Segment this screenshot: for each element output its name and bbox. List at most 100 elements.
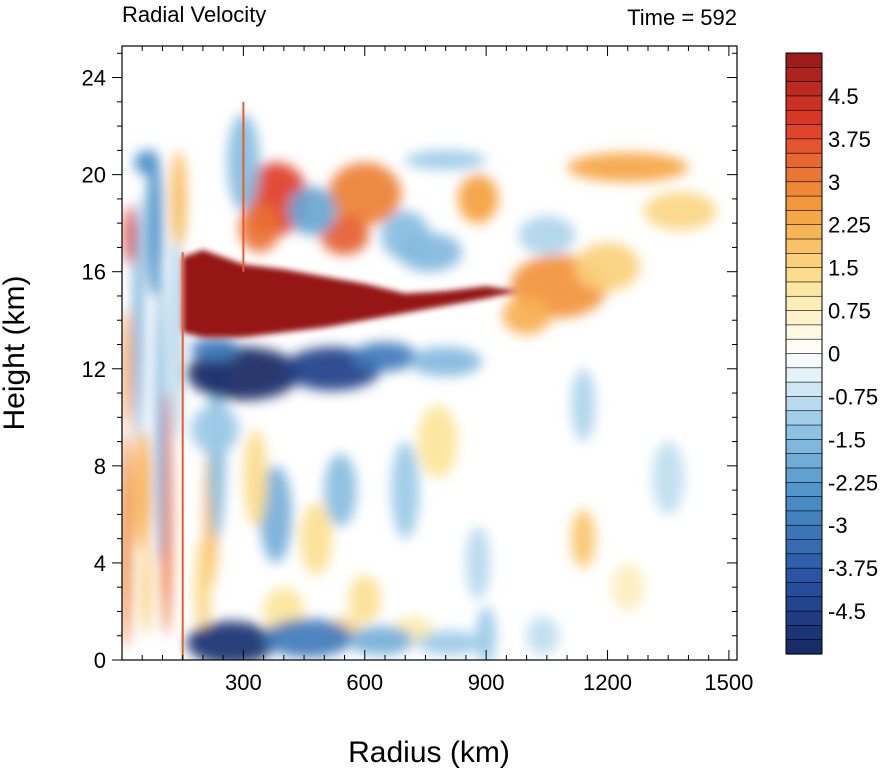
colorbar-label: -2.25: [828, 470, 878, 495]
colorbar-box: [785, 52, 823, 68]
field-blob: [141, 538, 152, 636]
x-tick-label: 600: [346, 670, 383, 695]
x-axis-ticks: 300 600 900 1200 1500: [141, 46, 753, 695]
colorbar-box: [785, 253, 823, 269]
field-blob: [170, 150, 187, 248]
y-tick-label: 12: [82, 357, 106, 382]
field-blob: [186, 621, 276, 660]
field-blob: [263, 618, 353, 658]
plot-area: 300 600 900 1200 1500 0 4 8 12 16 20 24: [82, 45, 753, 695]
field-blob: [391, 441, 420, 539]
field-blob: [380, 211, 430, 260]
field-blob: [611, 562, 644, 612]
field-blob: [409, 346, 483, 377]
colorbar-label: 3.75: [828, 127, 871, 152]
field-blob: [190, 405, 240, 454]
colorbar-box: [785, 152, 823, 169]
colorbar-box: [785, 424, 823, 440]
field-blob: [352, 342, 418, 372]
colorbar-labels: 4.5 3.75 3 2.25 1.5 0.75 0 -0.75 -1.5 -2.25 -3 -3.7…: [828, 84, 878, 624]
colorbar-box: [785, 195, 823, 212]
field-blob: [146, 150, 163, 296]
colorbar-box: [785, 396, 823, 412]
colorbar-box: [785, 167, 823, 183]
field-blob: [172, 198, 181, 442]
x-tick-label: 900: [468, 670, 505, 695]
field-blob: [133, 198, 144, 442]
field-blob: [287, 186, 337, 236]
colorbar-box: [785, 353, 823, 369]
colorbar-box: [785, 510, 823, 526]
field-blob: [300, 502, 333, 576]
colorbar-box: [785, 109, 823, 126]
colorbar-box: [785, 610, 823, 626]
colorbar-label: 4.5: [828, 84, 859, 109]
colorbar-box: [785, 210, 823, 226]
colorbar-box: [785, 281, 823, 297]
field-blob: [465, 526, 491, 600]
colorbar-box: [785, 524, 823, 541]
colorbar-label: -0.75: [828, 384, 878, 409]
field-jet-layer: [182, 249, 519, 338]
x-tick-label: 1200: [583, 670, 632, 695]
field-blob: [457, 174, 499, 224]
y-tick-label: 20: [82, 163, 106, 188]
field-blob: [518, 215, 576, 255]
field-blob: [652, 441, 685, 515]
colorbar-boxes: [785, 52, 823, 655]
field-blob: [348, 575, 381, 624]
colorbar-box: [785, 410, 823, 426]
colorbar-label: 1.5: [828, 256, 859, 281]
colorbar-box: [785, 582, 823, 598]
x-tick-label: 1500: [704, 670, 753, 695]
colorbar-box: [785, 481, 823, 498]
colorbar-box: [785, 295, 823, 312]
colorbar-box: [785, 67, 823, 83]
field-blob: [571, 368, 596, 442]
field-blob: [575, 242, 640, 292]
y-tick-label: 0: [94, 648, 106, 673]
colorbar-label: -4.5: [828, 599, 866, 624]
colorbar-box: [785, 324, 823, 340]
field-blob: [348, 626, 414, 656]
colorbar-box: [785, 338, 823, 355]
colorbar-label: -3.75: [828, 556, 878, 581]
colorbar-label: -1.5: [828, 427, 866, 452]
colorbar-box: [785, 453, 823, 469]
field-blob: [122, 308, 132, 430]
colorbar-box: [785, 439, 823, 455]
field-blob: [328, 162, 402, 226]
colorbar-label: 3: [828, 170, 840, 195]
colorbar-box: [785, 367, 823, 383]
colorbar-box: [785, 310, 823, 326]
colorbar-box: [785, 124, 823, 140]
field-blob: [476, 606, 497, 660]
y-tick-label: 8: [94, 454, 106, 479]
colorbar-box: [785, 81, 823, 97]
field-blob: [643, 191, 717, 231]
colorbar-label: 0: [828, 342, 840, 367]
colorbar-box: [785, 639, 823, 655]
x-tick-label: 300: [225, 670, 262, 695]
colorbar-label: 2.25: [828, 213, 871, 238]
colorbar-box: [785, 596, 823, 612]
chart-title-left: Radial Velocity: [122, 2, 266, 27]
colorbar-box: [785, 539, 823, 555]
colorbar-box: [785, 267, 823, 283]
field-blob: [123, 206, 135, 265]
field-blob: [190, 337, 240, 362]
colorbar-box: [785, 553, 823, 569]
field-blob: [502, 295, 551, 335]
field-blob: [571, 509, 596, 568]
colorbar-box: [785, 224, 823, 240]
y-tick-label: 16: [82, 260, 106, 285]
colorbar-box: [785, 181, 823, 197]
field-blob: [134, 150, 159, 175]
colorbar-label: -3: [828, 513, 848, 538]
colorbar-frame: [785, 52, 823, 655]
colorbar-box: [785, 238, 823, 254]
colorbar-label: 0.75: [828, 299, 871, 324]
field-blob: [567, 152, 689, 182]
field-blob: [122, 429, 132, 648]
